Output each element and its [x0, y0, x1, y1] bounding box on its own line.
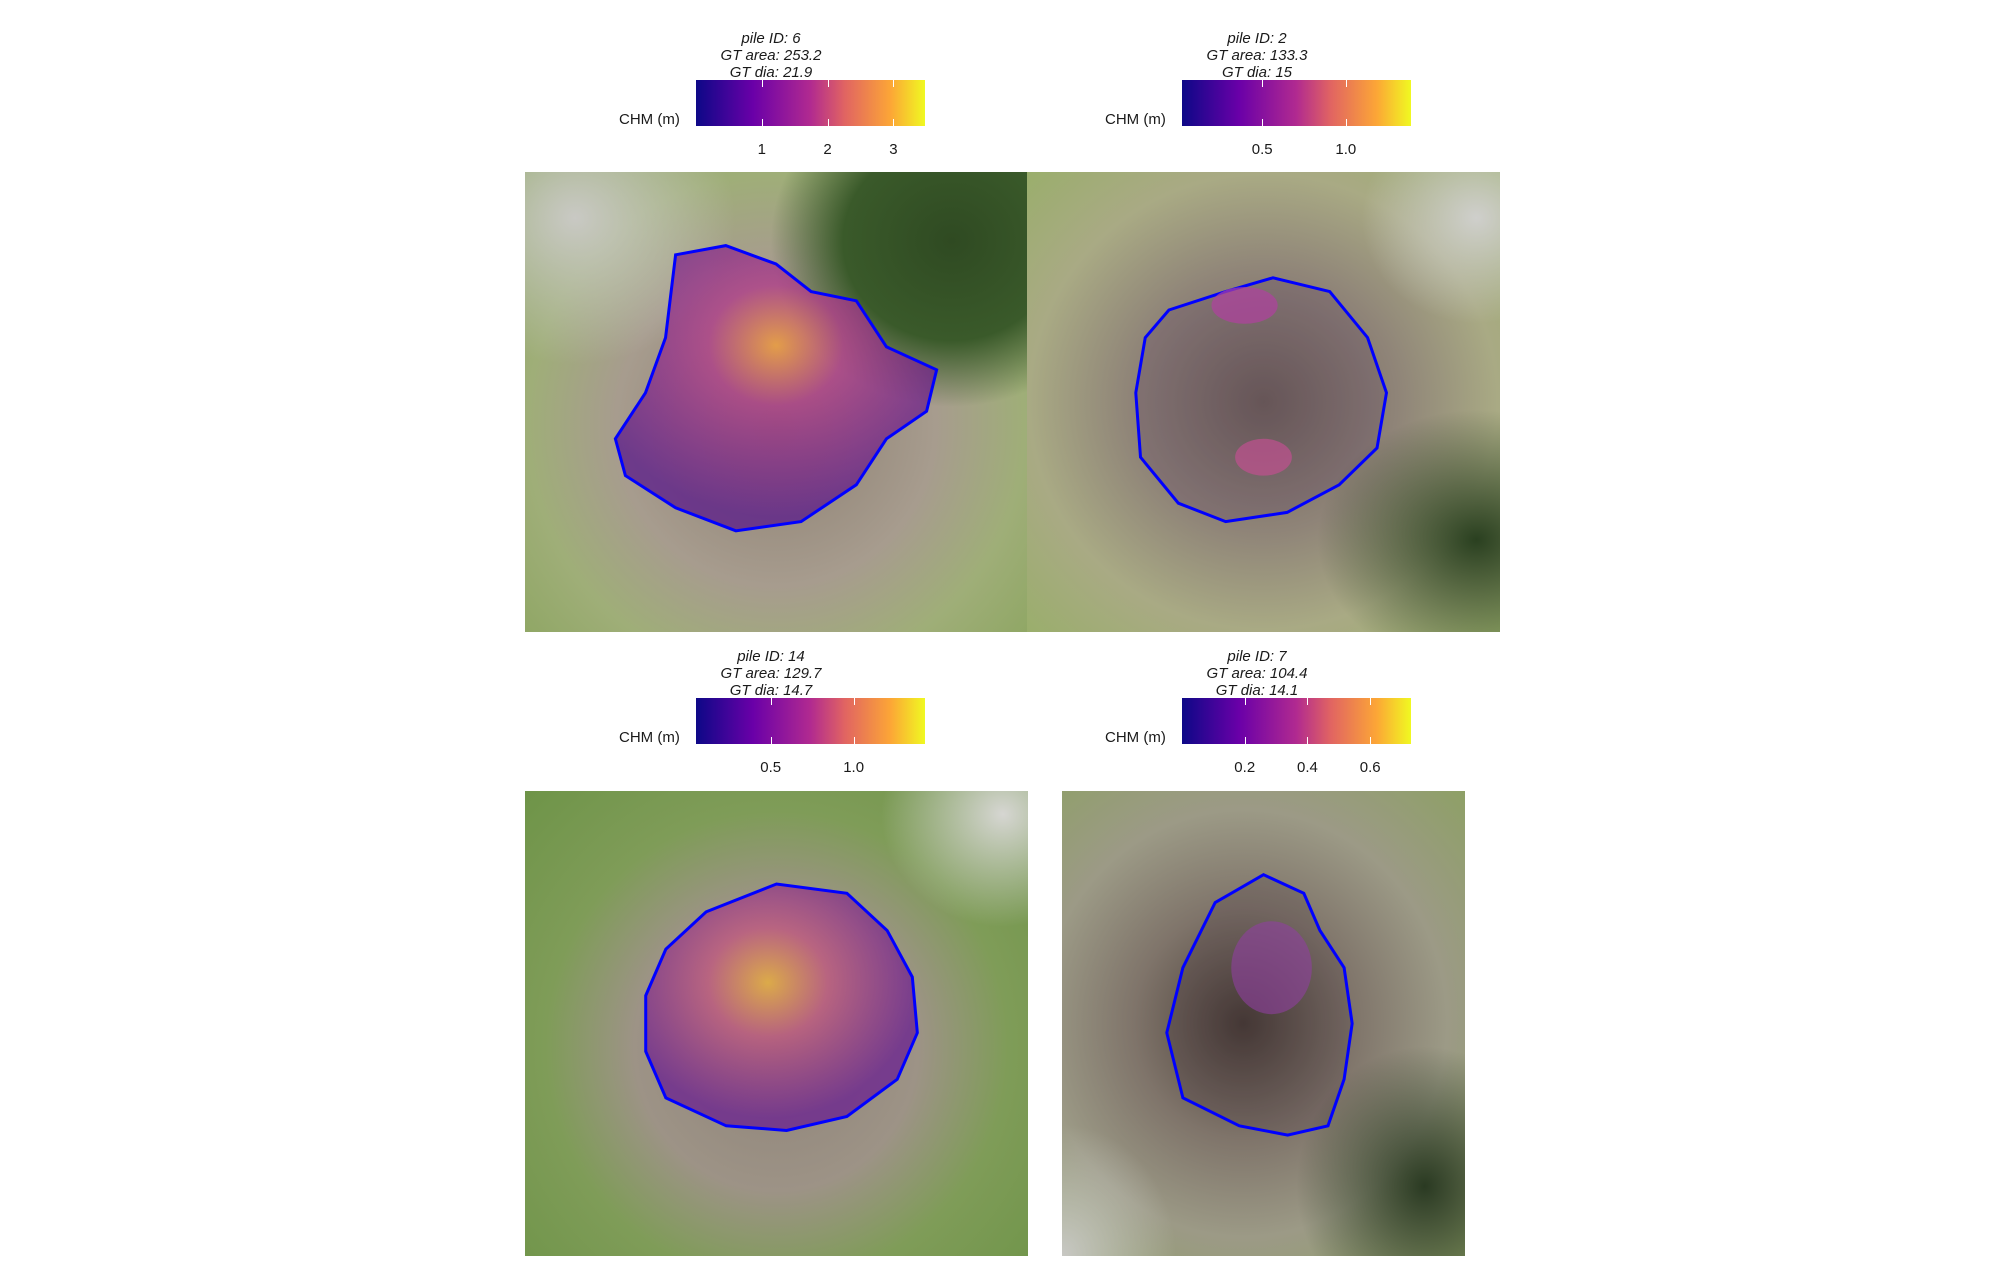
panel-title: pile ID: 14 GT area: 129.7 GT dia: 14.7 — [641, 648, 901, 699]
gt-dia: GT dia: 21.9 — [729, 64, 813, 81]
gt-area: GT area: 129.7 — [720, 665, 822, 682]
colorbar-tick — [1244, 737, 1246, 744]
colorbar-tick — [1307, 698, 1309, 705]
colorbar-tick-label: 0.4 — [1297, 759, 1318, 776]
colorbar-tick — [1345, 80, 1347, 87]
pile-outline — [1136, 278, 1387, 522]
colorbar — [696, 80, 925, 126]
colorbar-tick — [1262, 80, 1264, 87]
gt-dia: GT dia: 15 — [1221, 64, 1293, 81]
colorbar — [1182, 698, 1411, 744]
legend-title: CHM (m) — [619, 111, 680, 128]
panel-title: pile ID: 6 GT area: 253.2 GT dia: 21.9 — [641, 30, 901, 81]
colorbar-tick — [770, 737, 772, 744]
gt-dia: GT dia: 14.1 — [1215, 682, 1299, 699]
pile-outline — [615, 246, 936, 531]
colorbar-tick-label: 1.0 — [843, 759, 865, 776]
colorbar-tick — [761, 119, 763, 126]
colorbar-tick — [1370, 737, 1372, 744]
colorbar-tick-label: 0.5 — [760, 759, 782, 776]
colorbar-tick — [893, 119, 895, 126]
colorbar-tick — [827, 80, 829, 87]
pile-id: pile ID: 7 — [1227, 648, 1287, 665]
legend-title: CHM (m) — [1105, 729, 1166, 746]
colorbar-tick-label: 1.0 — [1335, 141, 1357, 158]
colorbar-tick-label: 1 — [757, 141, 766, 158]
gt-dia: GT dia: 14.7 — [729, 682, 813, 699]
colorbar-tick — [893, 80, 895, 87]
colorbar-tick-label: 2 — [823, 141, 832, 158]
legend-title: CHM (m) — [619, 729, 680, 746]
pile-outline — [646, 884, 918, 1130]
colorbar-tick — [770, 698, 772, 705]
pile-id: pile ID: 14 — [737, 648, 805, 665]
panel-title: pile ID: 7 GT area: 104.4 GT dia: 14.1 — [1127, 648, 1387, 699]
colorbar-tick-label: 0.2 — [1234, 759, 1256, 776]
colorbar-tick — [1345, 119, 1347, 126]
colorbar-tick-label: 0.6 — [1359, 759, 1381, 776]
gt-area: GT area: 253.2 — [720, 47, 822, 64]
colorbar — [696, 698, 925, 744]
gt-area: GT area: 133.3 — [1206, 47, 1308, 64]
gt-area: GT area: 104.4 — [1206, 665, 1308, 682]
colorbar-tick — [1262, 119, 1264, 126]
aerial-image-pile-14 — [525, 791, 1028, 1256]
pile-id: pile ID: 2 — [1227, 30, 1287, 47]
aerial-image-pile-7 — [1062, 791, 1465, 1256]
colorbar-tick — [853, 698, 855, 705]
aerial-image-pile-2 — [1027, 172, 1500, 632]
colorbar-tick — [1244, 698, 1246, 705]
aerial-image-pile-6 — [525, 172, 1027, 632]
colorbar-tick — [827, 119, 829, 126]
colorbar-tick — [761, 80, 763, 87]
colorbar-tick — [853, 737, 855, 744]
panel-title: pile ID: 2 GT area: 133.3 GT dia: 15 — [1127, 30, 1387, 81]
colorbar-tick-label: 3 — [889, 141, 898, 158]
colorbar — [1182, 80, 1411, 126]
colorbar-tick — [1307, 737, 1309, 744]
colorbar-tick-label: 0.5 — [1251, 141, 1273, 158]
pile-id: pile ID: 6 — [741, 30, 801, 47]
colorbar-tick — [1370, 698, 1372, 705]
legend-title: CHM (m) — [1105, 111, 1166, 128]
